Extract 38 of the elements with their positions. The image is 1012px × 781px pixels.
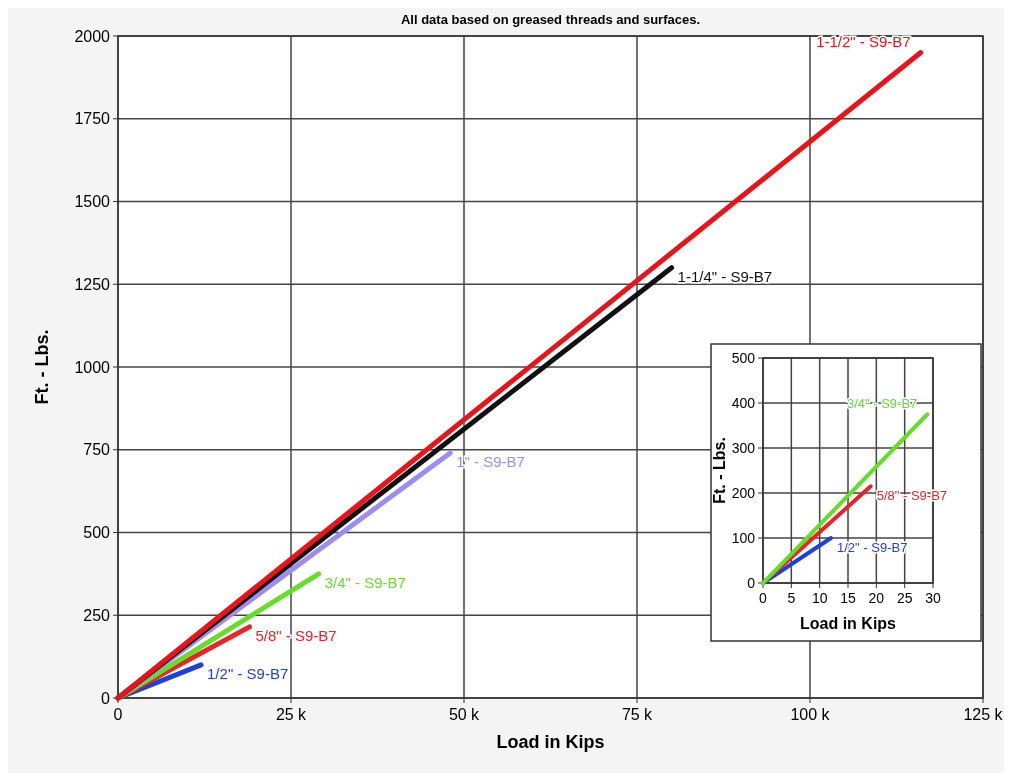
x-tick-label: 0	[759, 590, 768, 606]
y-tick-label: 2000	[74, 27, 111, 45]
x-tick-label: 125 k	[963, 706, 1004, 723]
x-tick-label: 75 k	[621, 706, 654, 723]
x-tick-label: 100 k	[790, 706, 831, 723]
series-label: 1-1/4" - S9-B7	[677, 267, 773, 285]
x-tick-label: 50 k	[448, 706, 481, 723]
x-tick-label: 10	[811, 590, 828, 606]
x-tick-label: 20	[868, 590, 885, 606]
series-label: 1/2" - S9-B7	[207, 664, 289, 682]
y-axis-title: Ft. - Lbs.	[32, 329, 52, 405]
y-tick-label: 200	[731, 484, 756, 501]
y-tick-label: 1500	[74, 193, 111, 211]
x-tick-label: 15	[840, 590, 856, 606]
y-tick-label: 300	[731, 439, 756, 456]
y-axis-title: Ft. - Lbs.	[711, 437, 728, 504]
series-label: 1-1/2" - S9-B7	[816, 32, 911, 50]
y-tick-label: 250	[83, 606, 111, 624]
series-label: 3/4" - S9-B7	[324, 573, 406, 591]
y-tick-label: 1250	[74, 275, 111, 293]
x-axis-title: Load in Kips	[800, 615, 897, 632]
x-tick-label: 0	[113, 706, 123, 723]
x-tick-label: 25 k	[275, 706, 308, 723]
y-tick-label: 400	[731, 394, 756, 411]
x-tick-label: 30	[925, 590, 941, 606]
y-tick-label: 0	[101, 689, 111, 707]
y-tick-label: 500	[731, 349, 756, 366]
y-tick-label: 0	[747, 574, 756, 591]
y-tick-label: 100	[731, 529, 756, 546]
y-tick-label: 500	[83, 524, 111, 542]
x-tick-label: 25	[896, 590, 913, 606]
chart-title: All data based on greased threads and surfaces.	[400, 12, 701, 27]
series-label: 5/8" - S9-B7	[255, 626, 337, 644]
y-tick-label: 1000	[74, 358, 111, 376]
x-axis-title: Load in Kips	[496, 732, 605, 752]
y-tick-label: 1750	[74, 110, 111, 128]
y-tick-label: 750	[83, 441, 111, 459]
x-tick-label: 5	[787, 590, 796, 606]
